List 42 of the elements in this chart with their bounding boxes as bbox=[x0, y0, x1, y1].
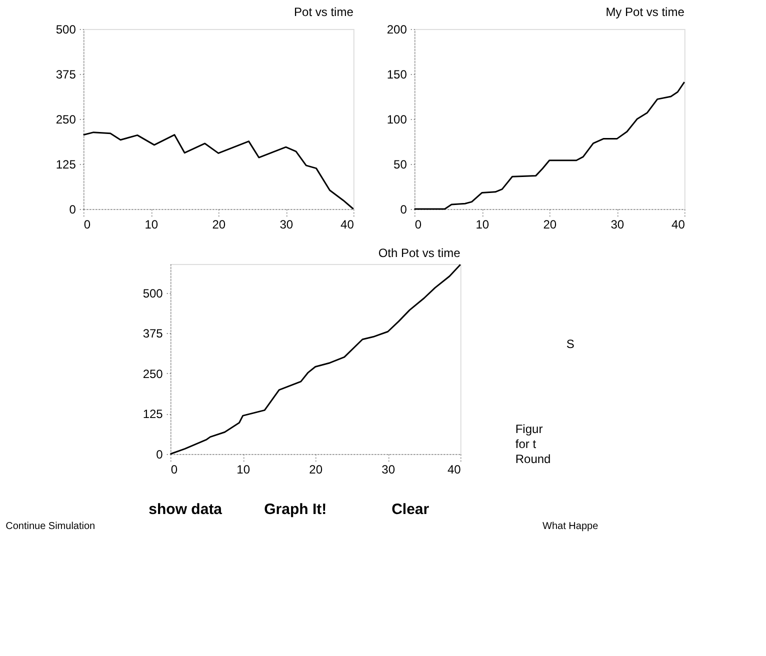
chart-title: Oth Pot vs time bbox=[378, 246, 461, 260]
x-tick-label: 30 bbox=[280, 218, 294, 232]
y-tick-label: 375 bbox=[142, 326, 164, 341]
y-tick-label: 250 bbox=[142, 366, 164, 381]
text: Continue Simulation bbox=[6, 521, 96, 532]
y-tick-label: 500 bbox=[142, 286, 164, 300]
x-tick-label: 30 bbox=[610, 218, 624, 232]
text: Figur bbox=[515, 422, 543, 436]
y-tick-label: 100 bbox=[386, 112, 408, 126]
chart-title: Pot vs time bbox=[294, 5, 354, 19]
text: for t bbox=[515, 437, 537, 451]
x-tick-label: 20 bbox=[309, 462, 323, 476]
x-tick-label: 10 bbox=[476, 218, 490, 232]
text: Round bbox=[515, 452, 551, 466]
text: Graph It! bbox=[264, 501, 327, 518]
text: Clear bbox=[392, 501, 430, 518]
text: What Happe bbox=[542, 521, 599, 532]
y-tick-label: 125 bbox=[56, 158, 76, 172]
x-tick-label: 20 bbox=[543, 218, 557, 232]
y-tick-label: 250 bbox=[56, 112, 76, 126]
y-tick-label: 150 bbox=[386, 68, 408, 82]
text: S bbox=[566, 337, 574, 351]
x-tick-label: 10 bbox=[236, 462, 250, 476]
x-tick-label: 0 bbox=[84, 218, 91, 232]
y-tick-label: 500 bbox=[56, 22, 76, 36]
y-tick-label: 375 bbox=[56, 68, 76, 82]
x-tick-label: 30 bbox=[382, 462, 396, 476]
x-tick-label: 0 bbox=[170, 462, 178, 476]
y-tick-label: 0 bbox=[400, 202, 408, 216]
x-tick-label: 40 bbox=[447, 462, 462, 476]
x-tick-label: 40 bbox=[340, 218, 354, 232]
y-tick-label: 200 bbox=[386, 22, 408, 36]
chart-title: My Pot vs time bbox=[606, 5, 685, 19]
y-tick-label: 125 bbox=[142, 407, 164, 422]
x-tick-label: 10 bbox=[144, 218, 158, 232]
y-tick-label: 0 bbox=[69, 202, 76, 216]
y-tick-label: 50 bbox=[394, 158, 408, 172]
x-tick-label: 0 bbox=[414, 218, 422, 232]
text: show data bbox=[148, 501, 223, 518]
y-tick-label: 0 bbox=[156, 448, 164, 462]
x-tick-label: 20 bbox=[212, 218, 226, 232]
x-tick-label: 40 bbox=[672, 218, 686, 232]
